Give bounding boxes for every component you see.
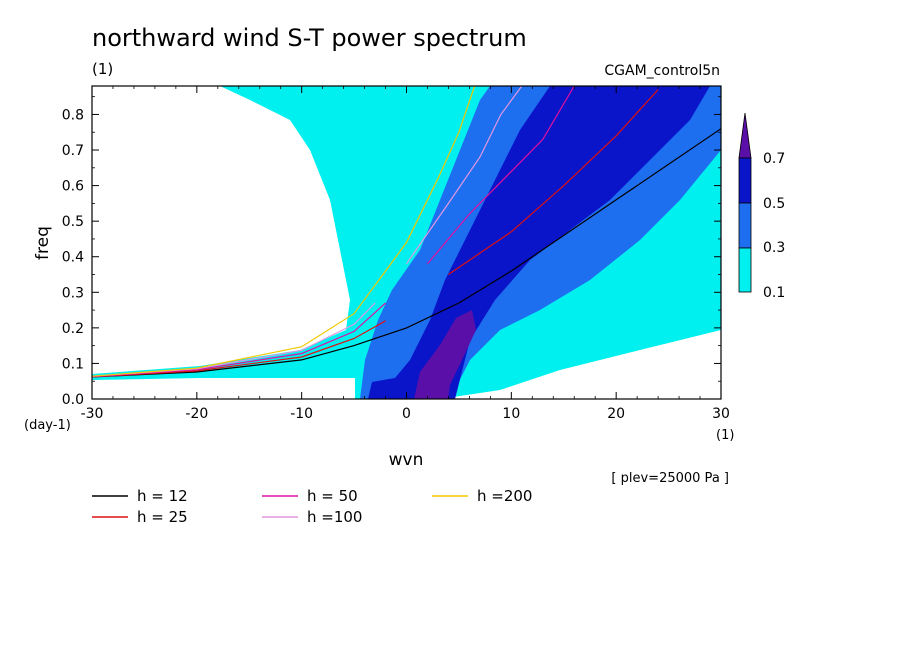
legend-label-h25: h = 25 bbox=[137, 508, 188, 526]
chart-title: northward wind S-T power spectrum bbox=[92, 24, 527, 52]
legend-label-h200: h =200 bbox=[477, 487, 532, 505]
dispersion-curve-h200 bbox=[92, 86, 476, 377]
x-tick-label: 20 bbox=[607, 406, 625, 422]
dispersion-curve-h25-high bbox=[448, 89, 659, 275]
x-axis: -30 -20 -10 0 10 20 30 bbox=[81, 86, 730, 422]
y-tick-label: 0.7 bbox=[62, 143, 84, 159]
colorbar-label-0.5: 0.5 bbox=[763, 196, 785, 212]
y-units: (day-1) bbox=[24, 418, 71, 433]
y-tick-label: 0.1 bbox=[62, 356, 84, 372]
y-tick-label: 0.0 bbox=[62, 392, 84, 408]
legend: h = 12 h = 25 h = 50 h =100 h =200 bbox=[92, 487, 532, 526]
colorbar-swatch-0.5 bbox=[738, 157, 752, 204]
level-note: [ plev=25000 Pa ] bbox=[611, 471, 729, 486]
colorbar-label-0.3: 0.3 bbox=[763, 240, 785, 256]
y-axis: 0.0 0.1 0.2 0.3 0.4 0.5 0.6 0.7 0.8 bbox=[62, 96, 721, 408]
x-axis-label: wvn bbox=[389, 450, 424, 470]
legend-label-h50: h = 50 bbox=[307, 487, 358, 505]
x-tick-label: 10 bbox=[502, 406, 520, 422]
contour-0.5 bbox=[368, 86, 710, 399]
colorbar-label-0.1: 0.1 bbox=[763, 285, 785, 301]
dispersion-curve-h12 bbox=[92, 128, 721, 378]
dispersion-curve-h100-high bbox=[406, 86, 523, 265]
x-tick-label: 0 bbox=[402, 406, 411, 422]
y-tick-label: 0.4 bbox=[62, 250, 84, 266]
y-tick-label: 0.5 bbox=[62, 214, 84, 230]
contour-0.7 bbox=[414, 310, 476, 399]
legend-label-h100: h =100 bbox=[307, 508, 362, 526]
y-tick-label: 0.6 bbox=[62, 179, 84, 195]
y-axis-label: freq bbox=[33, 226, 53, 260]
x-units: (1) bbox=[716, 428, 734, 443]
x-tick-label: 30 bbox=[712, 406, 730, 422]
x-tick-label: -10 bbox=[290, 406, 313, 422]
colorbar-swatch-0.1 bbox=[738, 247, 752, 293]
x-tick-label: -30 bbox=[81, 406, 104, 422]
run-label: CGAM_control5n bbox=[604, 63, 720, 79]
colorbar-swatch-0.3 bbox=[738, 202, 752, 249]
dispersion-curve-h50 bbox=[92, 302, 386, 378]
y-tick-label: 0.8 bbox=[62, 107, 84, 123]
colorbar-extend-triangle bbox=[738, 112, 752, 159]
y-tick-label: 0.3 bbox=[62, 285, 84, 301]
x-tick-label: -20 bbox=[185, 406, 208, 422]
colorbar-label-0.7: 0.7 bbox=[763, 151, 785, 167]
legend-label-h12: h = 12 bbox=[137, 487, 188, 505]
colorbar: 0.7 0.5 0.3 0.1 bbox=[738, 112, 785, 301]
y-tick-label: 0.2 bbox=[62, 321, 84, 337]
dispersion-curves bbox=[92, 86, 721, 378]
dispersion-curve-h25 bbox=[92, 320, 386, 378]
dispersion-curve-h50-high bbox=[427, 86, 575, 265]
subtitle-units: (1) bbox=[92, 60, 113, 78]
